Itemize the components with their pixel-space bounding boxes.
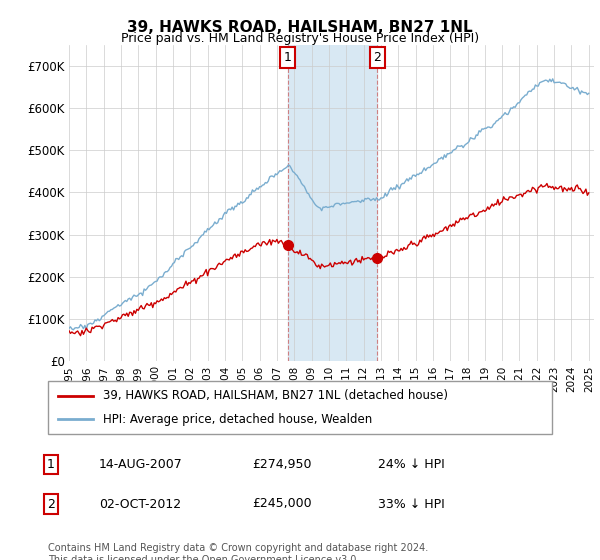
Text: HPI: Average price, detached house, Wealden: HPI: Average price, detached house, Weal… [103,413,373,426]
Text: Contains HM Land Registry data © Crown copyright and database right 2024.
This d: Contains HM Land Registry data © Crown c… [48,543,428,560]
Text: 39, HAWKS ROAD, HAILSHAM, BN27 1NL: 39, HAWKS ROAD, HAILSHAM, BN27 1NL [127,20,473,35]
Text: 39, HAWKS ROAD, HAILSHAM, BN27 1NL (detached house): 39, HAWKS ROAD, HAILSHAM, BN27 1NL (deta… [103,389,448,402]
Text: 02-OCT-2012: 02-OCT-2012 [99,497,181,511]
Text: 1: 1 [47,458,55,472]
Bar [288,45,377,361]
Text: 1: 1 [284,51,292,64]
Text: £274,950: £274,950 [252,458,311,472]
FancyBboxPatch shape [48,381,552,434]
Text: 14-AUG-2007: 14-AUG-2007 [99,458,183,472]
Text: Price paid vs. HM Land Registry's House Price Index (HPI): Price paid vs. HM Land Registry's House … [121,32,479,45]
Text: 33% ↓ HPI: 33% ↓ HPI [378,497,445,511]
Text: 24% ↓ HPI: 24% ↓ HPI [378,458,445,472]
Text: 2: 2 [373,51,381,64]
Text: 2: 2 [47,497,55,511]
Text: £245,000: £245,000 [252,497,311,511]
